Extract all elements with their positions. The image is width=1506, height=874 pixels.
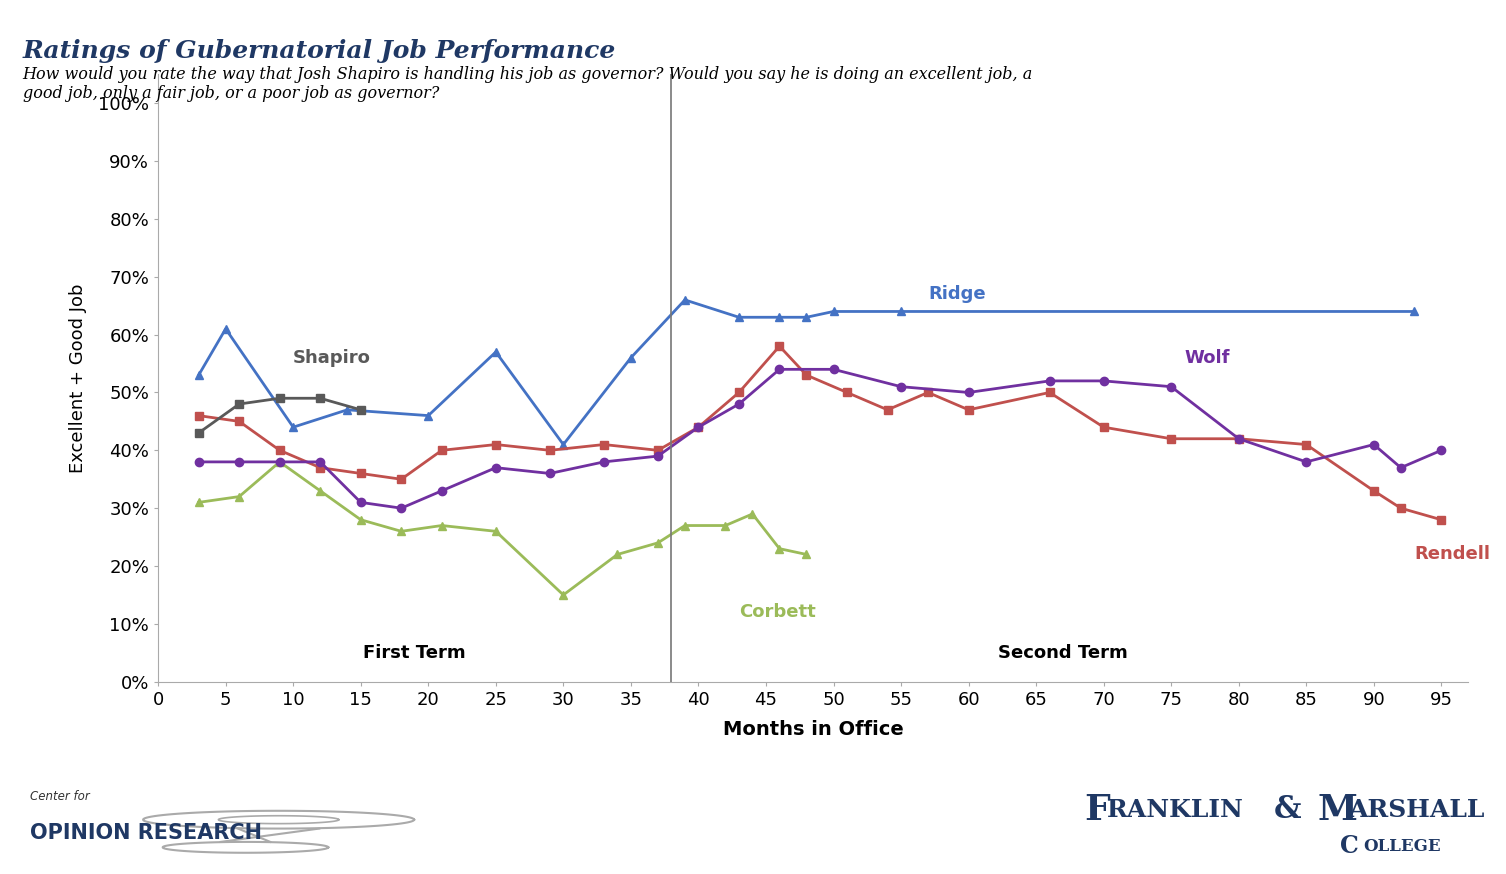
Text: RANKLIN: RANKLIN: [1107, 798, 1244, 822]
Text: First Term: First Term: [363, 644, 465, 662]
Text: &: &: [1274, 794, 1301, 825]
Text: ARSHALL: ARSHALL: [1348, 798, 1485, 822]
Text: Ratings of Gubernatorial Job Performance: Ratings of Gubernatorial Job Performance: [23, 39, 616, 63]
Text: Corbett: Corbett: [739, 603, 816, 621]
X-axis label: Months in Office: Months in Office: [723, 720, 904, 739]
Text: M: M: [1318, 793, 1358, 827]
Text: How would you rate the way that Josh Shapiro is handling his job as governor? Wo: How would you rate the way that Josh Sha…: [23, 66, 1033, 102]
Text: Center for: Center for: [30, 790, 90, 803]
Text: Ridge: Ridge: [928, 285, 986, 303]
Text: F: F: [1084, 793, 1110, 827]
Text: Shapiro: Shapiro: [294, 349, 370, 367]
Text: Rendell: Rendell: [1414, 545, 1491, 564]
Text: Second Term: Second Term: [998, 644, 1128, 662]
Text: C: C: [1340, 835, 1358, 858]
Y-axis label: Excellent + Good Job: Excellent + Good Job: [69, 283, 87, 473]
Text: Wolf: Wolf: [1185, 349, 1230, 367]
Text: OPINION RESEARCH: OPINION RESEARCH: [30, 822, 262, 843]
Text: OLLEGE: OLLEGE: [1363, 838, 1441, 855]
